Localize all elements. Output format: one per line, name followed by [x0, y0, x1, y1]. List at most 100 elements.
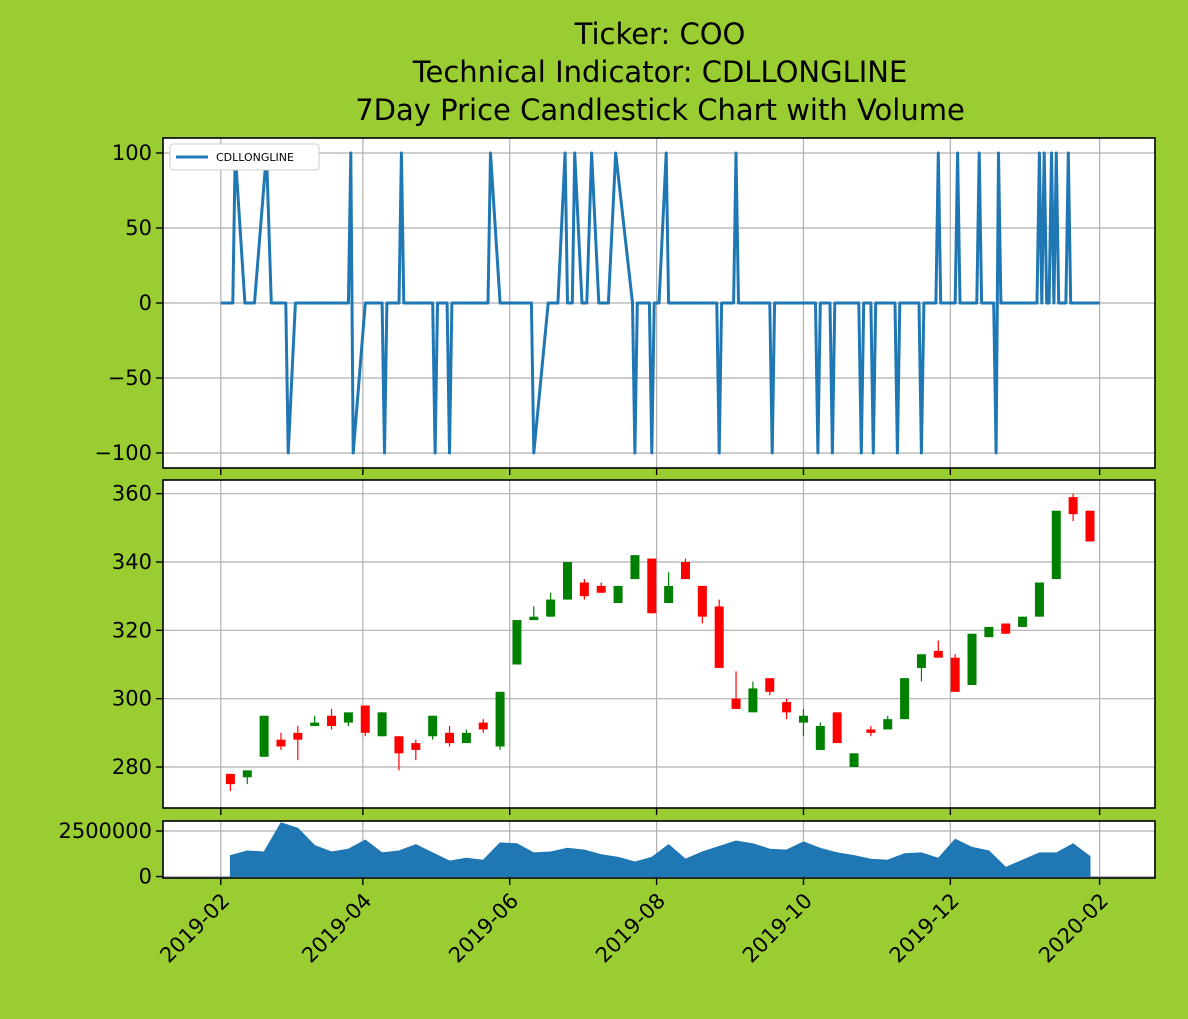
indicator-x-ticks — [220, 468, 1101, 475]
candle — [765, 678, 775, 696]
candle — [276, 732, 286, 750]
indicator-series — [220, 151, 1100, 455]
candle-body — [714, 606, 724, 668]
candle — [377, 712, 387, 737]
y-tick-label: −100 — [94, 441, 152, 465]
candle — [680, 558, 690, 580]
title-line-1: Ticker: COO — [574, 17, 746, 51]
candle — [950, 654, 960, 692]
candle-body — [832, 712, 842, 744]
candle — [495, 691, 505, 750]
candle — [731, 671, 741, 709]
candle-body — [428, 715, 438, 737]
indicator-legend: CDLLONGLINE — [169, 143, 320, 171]
candle — [782, 698, 792, 720]
volume-panel-frame — [162, 820, 1156, 879]
candle — [714, 599, 724, 668]
indicator-panel: 100 50 0 −50 −100 CDLLONGLINE — [94, 137, 1156, 475]
candle-body — [276, 739, 286, 747]
candle-body — [579, 582, 589, 597]
legend-box — [169, 143, 320, 171]
candle-body — [225, 773, 235, 785]
candle — [798, 708, 808, 737]
volume-series — [229, 822, 1091, 877]
candle — [259, 715, 269, 757]
candle — [1001, 623, 1011, 634]
candle — [327, 708, 337, 730]
candle-body — [360, 705, 370, 733]
candle — [596, 582, 606, 593]
candle — [866, 726, 876, 737]
candle-body — [1001, 623, 1011, 634]
price-panel: 360 340 320 300 280 — [112, 479, 1156, 815]
candle-body — [967, 633, 977, 685]
cdllongline-line — [220, 151, 1100, 455]
candle-body — [731, 698, 741, 709]
candle-body — [343, 712, 353, 723]
candle — [1034, 582, 1044, 617]
volume-y-axis: 2500000 0 — [58, 819, 163, 889]
candle-body — [950, 657, 960, 692]
candle — [1068, 493, 1078, 521]
candle-body — [1018, 616, 1028, 627]
candle — [428, 715, 438, 740]
candle-body — [883, 719, 893, 730]
candle — [478, 719, 488, 733]
candle-body — [546, 599, 556, 617]
candle-body — [563, 562, 573, 600]
candle-body — [394, 736, 404, 754]
candle — [242, 770, 252, 785]
candle-body — [630, 555, 640, 580]
candle-body — [327, 715, 337, 726]
candle-body — [529, 616, 539, 621]
candle-body — [478, 722, 488, 730]
candle-body — [1034, 582, 1044, 617]
candle-body — [782, 702, 792, 713]
candle — [984, 626, 994, 638]
candle — [310, 715, 320, 726]
candle — [916, 654, 926, 682]
candle-body — [933, 650, 943, 658]
candle-body — [916, 654, 926, 668]
candle-body — [1051, 510, 1061, 580]
candle-body — [866, 729, 876, 733]
candle-body — [1068, 497, 1078, 515]
candle — [933, 640, 943, 658]
candle-body — [798, 715, 808, 723]
y-tick-label: 360 — [112, 482, 152, 506]
candle-body — [697, 585, 707, 617]
price-y-axis: 360 340 320 300 280 — [112, 482, 163, 779]
candle — [815, 722, 825, 750]
y-tick-label: 0 — [139, 291, 152, 315]
candle — [832, 712, 842, 744]
candle-body — [647, 558, 657, 614]
y-tick-label: 50 — [125, 216, 152, 240]
candle-body — [461, 732, 471, 744]
y-tick-label: 320 — [112, 618, 152, 642]
candle — [445, 726, 455, 747]
candle-body — [445, 732, 455, 744]
candle-body — [377, 712, 387, 737]
candle — [343, 712, 353, 726]
candle-body — [664, 585, 674, 603]
candle — [849, 753, 859, 767]
candle-body — [765, 678, 775, 692]
indicator-grid — [163, 138, 1155, 468]
candle-body — [1085, 510, 1095, 542]
y-tick-label: 2500000 — [58, 819, 152, 843]
volume-area — [229, 822, 1091, 877]
y-tick-label: 300 — [112, 687, 152, 711]
candle — [883, 715, 893, 730]
candle-body — [293, 732, 303, 740]
indicator-y-axis: 100 50 0 −50 −100 — [94, 141, 163, 465]
candle-body — [310, 722, 320, 726]
y-tick-label: −50 — [108, 366, 152, 390]
candle — [394, 736, 404, 771]
candle — [512, 620, 522, 665]
candle — [293, 726, 303, 761]
candle-body — [596, 585, 606, 593]
candle-body — [984, 626, 994, 638]
candle — [1051, 510, 1061, 580]
candle — [225, 773, 235, 791]
